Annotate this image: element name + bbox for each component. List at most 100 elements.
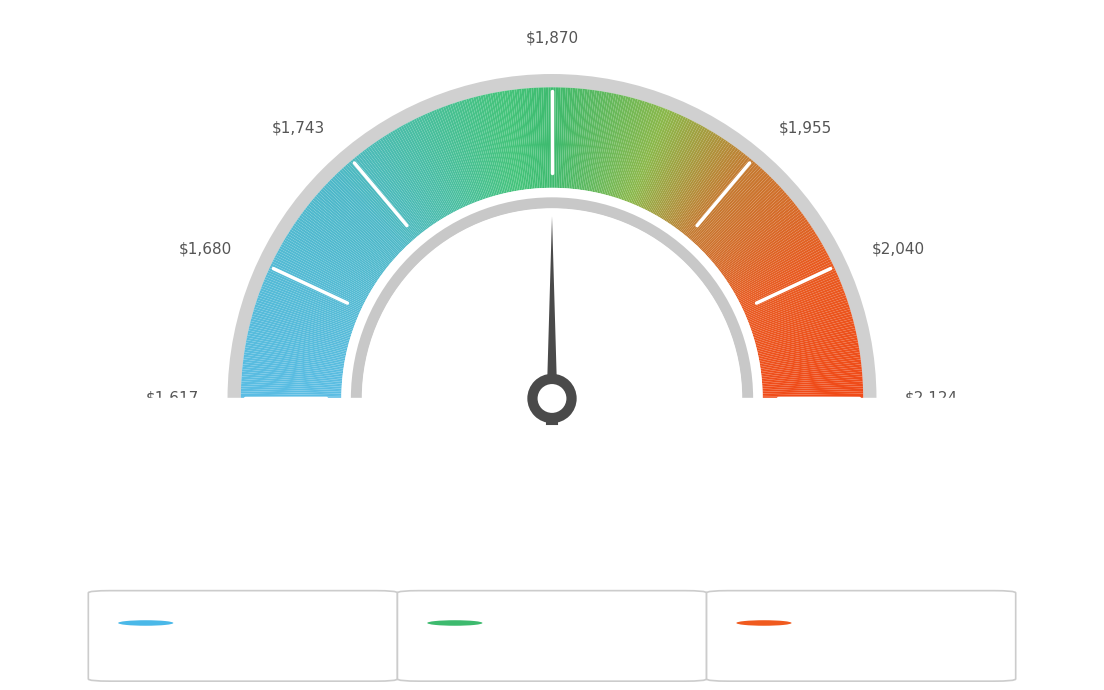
Wedge shape	[474, 97, 500, 195]
Wedge shape	[394, 129, 447, 217]
Wedge shape	[320, 188, 396, 257]
Wedge shape	[488, 94, 510, 193]
Circle shape	[427, 620, 482, 626]
Wedge shape	[608, 99, 638, 196]
Wedge shape	[543, 88, 548, 188]
Wedge shape	[751, 295, 847, 330]
Wedge shape	[539, 88, 544, 188]
Wedge shape	[757, 333, 857, 355]
Wedge shape	[521, 88, 533, 189]
Wedge shape	[737, 253, 828, 301]
Wedge shape	[744, 270, 837, 313]
Wedge shape	[618, 103, 651, 199]
Wedge shape	[669, 139, 726, 224]
Wedge shape	[242, 379, 342, 387]
Wedge shape	[747, 284, 842, 322]
Wedge shape	[687, 160, 754, 238]
Wedge shape	[380, 138, 437, 223]
Wedge shape	[242, 369, 342, 380]
Polygon shape	[545, 216, 559, 425]
Wedge shape	[416, 117, 461, 209]
Wedge shape	[352, 158, 418, 237]
Wedge shape	[634, 112, 675, 205]
Wedge shape	[758, 335, 857, 357]
Wedge shape	[317, 193, 394, 260]
Text: $1,955: $1,955	[778, 121, 832, 136]
Wedge shape	[756, 321, 854, 348]
Wedge shape	[644, 119, 690, 210]
Wedge shape	[336, 173, 407, 247]
Wedge shape	[580, 90, 595, 190]
Wedge shape	[399, 126, 449, 215]
Wedge shape	[447, 105, 482, 200]
Wedge shape	[686, 158, 752, 237]
Wedge shape	[631, 110, 672, 204]
Wedge shape	[269, 266, 361, 310]
Wedge shape	[227, 74, 877, 398]
Wedge shape	[587, 92, 607, 191]
Wedge shape	[412, 120, 458, 210]
Circle shape	[528, 374, 576, 423]
Wedge shape	[362, 150, 425, 232]
Wedge shape	[242, 371, 342, 382]
Wedge shape	[755, 316, 852, 344]
Wedge shape	[241, 393, 341, 397]
Wedge shape	[551, 87, 553, 188]
Wedge shape	[558, 88, 563, 188]
Wedge shape	[755, 314, 852, 343]
Wedge shape	[726, 225, 811, 283]
Wedge shape	[604, 97, 630, 195]
Wedge shape	[282, 241, 370, 294]
Wedge shape	[319, 190, 395, 259]
Wedge shape	[672, 144, 732, 227]
Wedge shape	[270, 264, 362, 308]
Wedge shape	[560, 88, 565, 188]
Wedge shape	[758, 340, 858, 361]
Wedge shape	[241, 384, 341, 390]
Wedge shape	[594, 94, 616, 193]
Wedge shape	[760, 347, 859, 366]
Wedge shape	[283, 239, 371, 293]
Wedge shape	[392, 130, 445, 218]
Wedge shape	[440, 107, 478, 201]
Wedge shape	[698, 175, 769, 248]
Wedge shape	[700, 176, 772, 249]
Wedge shape	[762, 371, 862, 382]
Wedge shape	[656, 128, 708, 216]
Wedge shape	[241, 396, 341, 398]
Wedge shape	[293, 225, 378, 283]
Wedge shape	[358, 154, 422, 234]
Wedge shape	[684, 157, 750, 236]
Wedge shape	[247, 331, 347, 354]
Wedge shape	[299, 215, 382, 276]
Wedge shape	[480, 95, 506, 193]
Wedge shape	[375, 141, 434, 225]
Wedge shape	[763, 398, 863, 401]
Wedge shape	[478, 96, 503, 194]
Wedge shape	[241, 391, 341, 395]
Wedge shape	[502, 91, 520, 190]
Wedge shape	[289, 229, 375, 286]
Wedge shape	[750, 293, 846, 328]
Text: $2,040: $2,040	[872, 241, 925, 257]
Wedge shape	[707, 187, 782, 257]
Wedge shape	[723, 217, 806, 277]
Wedge shape	[667, 138, 724, 223]
Wedge shape	[681, 152, 744, 233]
Wedge shape	[697, 173, 768, 247]
Wedge shape	[505, 90, 521, 190]
Wedge shape	[745, 275, 838, 316]
Wedge shape	[715, 201, 795, 266]
Wedge shape	[762, 366, 862, 379]
Wedge shape	[396, 128, 448, 216]
Text: Min Cost: Min Cost	[188, 614, 269, 632]
Wedge shape	[241, 388, 341, 393]
Wedge shape	[509, 90, 524, 190]
Wedge shape	[690, 163, 757, 240]
Wedge shape	[737, 250, 827, 299]
Wedge shape	[756, 326, 856, 351]
Wedge shape	[285, 237, 372, 291]
Wedge shape	[519, 89, 531, 189]
Wedge shape	[657, 129, 710, 217]
Wedge shape	[639, 115, 683, 208]
